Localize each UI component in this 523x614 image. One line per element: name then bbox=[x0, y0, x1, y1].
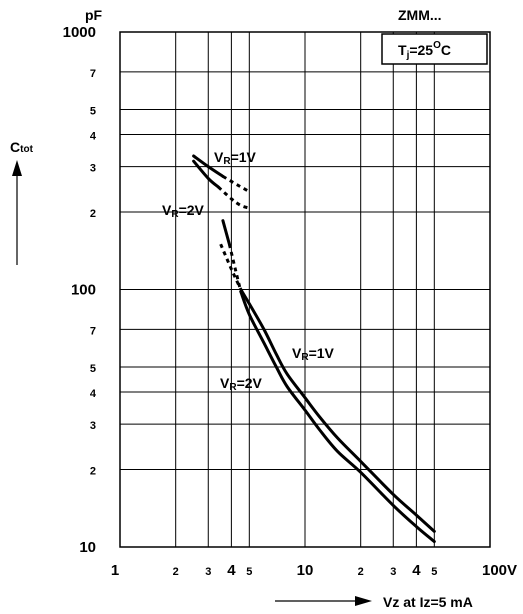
y-tick-label: 1000 bbox=[63, 24, 96, 41]
curves bbox=[192, 154, 436, 544]
x-tick-label: 5 bbox=[431, 566, 437, 578]
curve-label-vr2-lower: VR=2V bbox=[220, 375, 263, 393]
series-1-segment-3 bbox=[219, 243, 243, 291]
x-tick-label: 3 bbox=[390, 566, 396, 578]
y-tick-label: 4 bbox=[90, 388, 97, 400]
series-2-segment-2 bbox=[217, 185, 250, 210]
y-tick-label: 100 bbox=[71, 282, 96, 299]
y-axis-arrow bbox=[12, 160, 22, 265]
series-2-segment-1 bbox=[192, 159, 220, 189]
series-1-segment-1 bbox=[192, 154, 225, 178]
series-2-segment-5 bbox=[239, 290, 436, 544]
y-tick-label: 2 bbox=[90, 465, 96, 477]
series-2-segment-4 bbox=[227, 243, 243, 293]
curve-label-vr1-lower: VR=1V bbox=[292, 345, 335, 363]
x-tick-label: 10 bbox=[297, 562, 314, 579]
x-tick-label: 3 bbox=[205, 566, 211, 578]
series-1-segment-2 bbox=[222, 175, 251, 193]
y-axis-label: Ctot bbox=[10, 139, 34, 155]
y-tick-label: 3 bbox=[90, 163, 96, 175]
curve-label-vr2-upper: VR=2V bbox=[162, 202, 205, 220]
plot-frame bbox=[119, 31, 491, 548]
x-tick-label: 5 bbox=[246, 566, 252, 578]
series-1-segment-4 bbox=[239, 288, 436, 533]
series-2-segment-3 bbox=[221, 219, 231, 246]
x-tick-label: 1 bbox=[111, 562, 119, 579]
svg-text:Tj=25OC: Tj=25OC bbox=[398, 40, 451, 61]
x-tick-label: 2 bbox=[173, 566, 179, 578]
x-tick-label: 2 bbox=[358, 566, 364, 578]
y-tick-label: 5 bbox=[90, 106, 96, 118]
svg-text:Ctot: Ctot bbox=[10, 139, 34, 155]
y-tick-label: 10 bbox=[79, 539, 96, 556]
x-tick-label: 4 bbox=[227, 562, 236, 579]
curve-label-vr1-upper: VR=1V bbox=[214, 149, 257, 167]
x-tick-label: 100V bbox=[482, 562, 517, 579]
y-tick-label: 5 bbox=[90, 363, 96, 375]
y-tick-label: 7 bbox=[90, 325, 96, 337]
x-axis-arrow bbox=[275, 596, 372, 606]
x-tick-label: 4 bbox=[412, 562, 421, 579]
chart-grid bbox=[120, 32, 490, 547]
temperature-annotation: Tj=25OC bbox=[381, 33, 488, 65]
y-tick-label: 7 bbox=[90, 68, 96, 80]
y-tick-label: 2 bbox=[90, 208, 96, 220]
y-tick-label: 3 bbox=[90, 420, 96, 432]
x-axis-label: Vz at Iz=5 mA bbox=[383, 594, 473, 610]
y-unit-label: pF bbox=[85, 7, 103, 23]
chart-title: ZMM... bbox=[398, 7, 442, 23]
y-tick-label: 4 bbox=[90, 130, 97, 142]
